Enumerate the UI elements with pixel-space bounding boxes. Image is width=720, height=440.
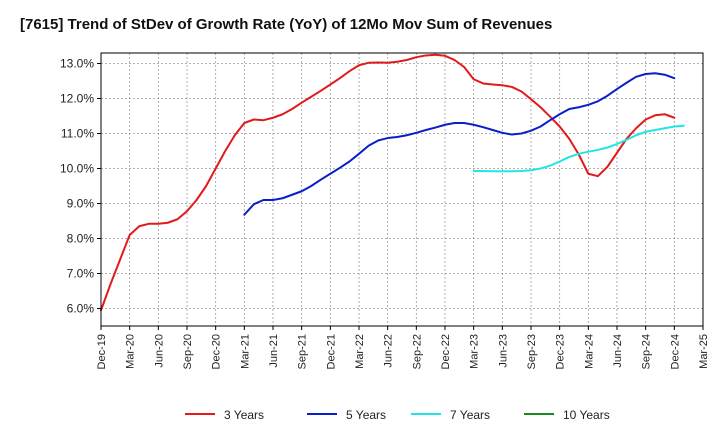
legend-label: 5 Years <box>346 408 386 422</box>
legend-item: 7 Years <box>411 408 490 422</box>
legend-label: 3 Years <box>224 408 264 422</box>
x-tick-label: Mar-24 <box>583 334 595 369</box>
y-tick-label: 10.0% <box>60 162 94 176</box>
series-5-years <box>243 72 676 216</box>
series-line <box>472 124 685 173</box>
x-tick-label: Mar-25 <box>698 334 710 369</box>
legend-item: 10 Years <box>524 408 610 422</box>
x-tick-label: Dec-19 <box>96 334 108 369</box>
series-lines <box>100 53 685 312</box>
x-tick-label: Dec-22 <box>440 334 452 369</box>
legend: 3 Years 5 Years 7 Years 10 Years <box>185 408 610 422</box>
x-tick-label: Mar-21 <box>239 334 251 369</box>
x-tick-label: Jun-21 <box>268 334 280 368</box>
legend-item: 3 Years <box>185 408 264 422</box>
legend-label: 10 Years <box>563 408 610 422</box>
x-tick-label: Jun-24 <box>612 334 624 368</box>
x-tick-label: Mar-23 <box>469 334 481 369</box>
legend-item: 5 Years <box>307 408 386 422</box>
y-tick-label: 9.0% <box>67 197 95 211</box>
x-tick-label: Sep-23 <box>526 334 538 369</box>
y-tick-label: 13.0% <box>60 57 94 71</box>
y-tick-label: 11.0% <box>61 127 94 141</box>
x-tick-label: Jun-22 <box>383 334 395 368</box>
x-tick-label: Sep-22 <box>411 334 423 369</box>
legend-label: 7 Years <box>450 408 490 422</box>
plot-area <box>100 52 704 327</box>
x-tick-label: Mar-22 <box>354 334 366 369</box>
y-tick-label: 7.0% <box>67 267 95 281</box>
x-tick-label: Jun-23 <box>497 334 509 368</box>
series-line <box>243 72 676 216</box>
x-tick-label: Dec-21 <box>325 334 337 369</box>
y-axis: 6.0% 7.0% 8.0% 9.0% 10.0% 11.0% 12.0% 13.0% <box>60 57 101 316</box>
x-tick-label: Dec-24 <box>669 334 681 369</box>
chart-title: [7615] Trend of StDev of Growth Rate (Yo… <box>20 16 552 33</box>
y-tick-label: 8.0% <box>67 232 95 246</box>
x-tick-label: Sep-24 <box>641 334 653 369</box>
x-tick-label: Dec-20 <box>211 334 223 369</box>
x-tick-label: Jun-20 <box>153 334 165 368</box>
series-7-years <box>472 124 685 173</box>
x-tick-label: Mar-20 <box>125 334 137 369</box>
y-tick-label: 12.0% <box>60 92 94 106</box>
x-axis: Dec-19 Mar-20 Jun-20 Sep-20 Dec-20 Mar-21 Jun-… <box>96 326 710 369</box>
x-tick-label: Sep-21 <box>297 334 309 369</box>
x-tick-label: Dec-23 <box>555 334 567 369</box>
plot-border <box>100 52 704 327</box>
x-tick-label: Sep-20 <box>182 334 194 369</box>
y-tick-label: 6.0% <box>67 302 95 316</box>
